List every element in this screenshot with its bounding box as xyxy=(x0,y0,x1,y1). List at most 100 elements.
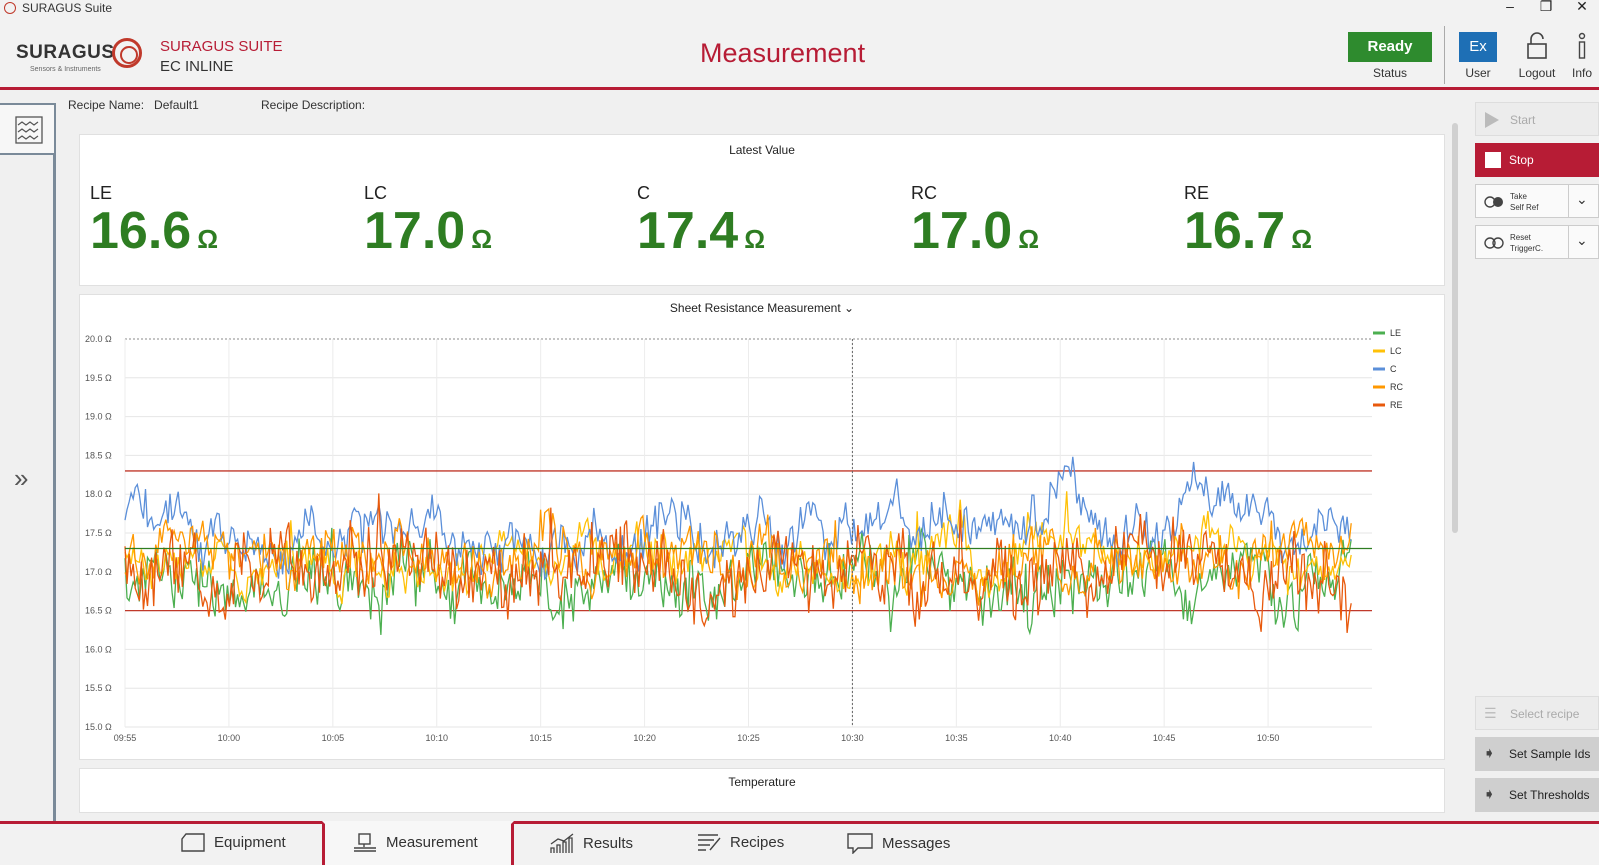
y-tick-label: 16.5 Ω xyxy=(85,606,112,616)
results-chart-icon xyxy=(550,833,574,853)
x-tick-label: 10:40 xyxy=(1049,733,1072,743)
series-line-re xyxy=(124,493,1352,633)
logout-caption: Logout xyxy=(1518,66,1556,80)
info-icon[interactable] xyxy=(1576,32,1588,60)
restore-button[interactable]: ❐ xyxy=(1539,0,1553,14)
nav-active-indicator xyxy=(322,821,514,865)
value-label-lc: LC xyxy=(364,183,388,203)
stop-button[interactable]: Stop xyxy=(1475,143,1599,177)
recipes-icon xyxy=(698,834,721,851)
y-tick-label: 17.5 Ω xyxy=(85,528,112,538)
value-rc: 17.0 Ω xyxy=(911,202,1040,260)
temperature-title: Temperature xyxy=(728,775,796,789)
header-divider xyxy=(1444,26,1445,84)
x-tick-label: 10:45 xyxy=(1153,733,1176,743)
set-thresholds-button[interactable]: ➧ Set Thresholds xyxy=(1475,778,1599,812)
value-label-c: C xyxy=(637,183,650,203)
temperature-panel: Temperature xyxy=(79,768,1445,813)
content-scrollbar[interactable] xyxy=(1452,123,1458,533)
series-line-rc xyxy=(124,507,1352,607)
recipe-name: Recipe Name: Default1 xyxy=(68,98,199,112)
y-tick-label: 17.0 Ω xyxy=(85,567,112,577)
logout-icon[interactable] xyxy=(1526,32,1548,60)
x-tick-label: 10:20 xyxy=(633,733,656,743)
app-icon xyxy=(4,2,16,14)
x-tick-label: 10:00 xyxy=(218,733,241,743)
x-tick-label: 10:50 xyxy=(1257,733,1280,743)
waveform-icon xyxy=(15,116,43,144)
x-tick-label: 10:10 xyxy=(425,733,448,743)
recipe-name-value: Default1 xyxy=(154,98,199,112)
chevron-down-icon[interactable]: ⌄ xyxy=(1576,191,1588,207)
stop-icon xyxy=(1485,152,1501,168)
sidebar-tab-measurement-view[interactable] xyxy=(0,103,56,155)
y-tick-label: 20.0 Ω xyxy=(85,334,112,344)
value-re: 16.7 Ω xyxy=(1184,202,1313,260)
value-label-re: RE xyxy=(1184,183,1210,203)
nav-results[interactable]: Results xyxy=(549,832,633,854)
x-tick-label: 10:25 xyxy=(737,733,760,743)
y-tick-label: 19.5 Ω xyxy=(85,373,112,383)
nav-messages[interactable]: Messages xyxy=(846,832,950,854)
user-caption: User xyxy=(1465,66,1491,80)
x-tick-label: 10:05 xyxy=(322,733,345,743)
suite-subtitle: EC INLINE xyxy=(160,58,234,75)
info-caption: Info xyxy=(1571,66,1592,80)
value-label-le: LE xyxy=(90,183,113,203)
value-c: 17.4 Ω xyxy=(637,202,766,260)
reset-trigger-button[interactable]: Reset TriggerC. ⌄ xyxy=(1475,225,1599,259)
nav-recipes[interactable]: Recipes xyxy=(696,832,784,852)
window-titlebar: SURAGUS Suite – ❐ ✕ xyxy=(0,0,1599,18)
legend-label-le: LE xyxy=(1390,328,1401,338)
logo-ring-icon xyxy=(112,38,142,68)
take-self-ref-button[interactable]: Take Self Ref ⌄ xyxy=(1475,184,1599,218)
recipe-description: Recipe Description: xyxy=(261,98,366,112)
legend-label-c: C xyxy=(1390,364,1397,374)
legend-label-lc: LC xyxy=(1390,346,1402,356)
expand-sidebar-icon[interactable]: » xyxy=(14,463,29,493)
legend-label-re: RE xyxy=(1390,400,1403,410)
latest-value-title: Latest Value xyxy=(729,143,795,157)
left-sidebar: » xyxy=(0,103,56,821)
suragus-logo: SURAGUS Sensors & Instruments xyxy=(16,36,142,76)
page-title: Measurement xyxy=(700,38,866,68)
bottom-navigation: Equipment Measurement Results Recipes Me… xyxy=(0,821,1599,865)
self-ref-icon xyxy=(1484,196,1503,208)
close-button[interactable]: ✕ xyxy=(1576,0,1588,14)
y-tick-label: 16.0 Ω xyxy=(85,644,112,654)
status-caption: Status xyxy=(1372,66,1408,80)
threshold-icon: ➧ xyxy=(1483,786,1496,803)
minimize-button[interactable]: – xyxy=(1506,0,1514,14)
y-tick-label: 15.0 Ω xyxy=(85,722,112,732)
app-header: SURAGUS Sensors & Instruments SURAGUS SU… xyxy=(0,18,1599,90)
x-tick-label: 09:55 xyxy=(114,733,137,743)
nav-equipment[interactable]: Equipment xyxy=(180,832,286,852)
reset-icon xyxy=(1484,237,1504,249)
set-sample-ids-button[interactable]: ➧ Set Sample Ids xyxy=(1475,737,1599,771)
chart-title-dropdown[interactable]: Sheet Resistance Measurement ⌄ xyxy=(669,301,855,315)
select-recipe-button[interactable]: ☰ Select recipe xyxy=(1475,696,1599,730)
user-button[interactable]: Ex xyxy=(1459,32,1497,62)
y-tick-label: 15.5 Ω xyxy=(85,683,112,693)
legend-label-rc: RC xyxy=(1390,382,1403,392)
measurement-icon xyxy=(354,833,376,852)
right-action-panel: Start Stop Take Self Ref ⌄ Reset TriggerC.… xyxy=(1475,100,1599,820)
message-icon xyxy=(847,833,873,854)
nav-measurement[interactable]: Measurement xyxy=(352,832,478,852)
tag-icon: ➧ xyxy=(1483,745,1496,762)
series-line-c xyxy=(124,456,1352,581)
equipment-icon xyxy=(181,833,205,852)
x-tick-label: 10:35 xyxy=(945,733,968,743)
play-icon xyxy=(1485,112,1499,128)
y-tick-label: 18.5 Ω xyxy=(85,450,112,460)
status-badge: Ready xyxy=(1348,32,1432,62)
value-label-rc: RC xyxy=(911,183,937,203)
chart-panel: Sheet Resistance Measurement ⌄ 20.0 Ω 19.… xyxy=(79,294,1445,760)
window-title: SURAGUS Suite xyxy=(22,1,113,15)
value-lc: 17.0 Ω xyxy=(364,202,493,260)
series-line-lc xyxy=(124,491,1352,605)
sheet-resistance-chart[interactable]: 20.0 Ω 19.5 Ω 19.0 Ω 18.5 Ω 18.0 Ω 17.5 Ω 17.0… xyxy=(80,295,1444,757)
value-le: 16.6 Ω xyxy=(90,202,219,260)
start-button[interactable]: Start xyxy=(1475,102,1599,136)
chevron-down-icon[interactable]: ⌄ xyxy=(1576,232,1588,248)
